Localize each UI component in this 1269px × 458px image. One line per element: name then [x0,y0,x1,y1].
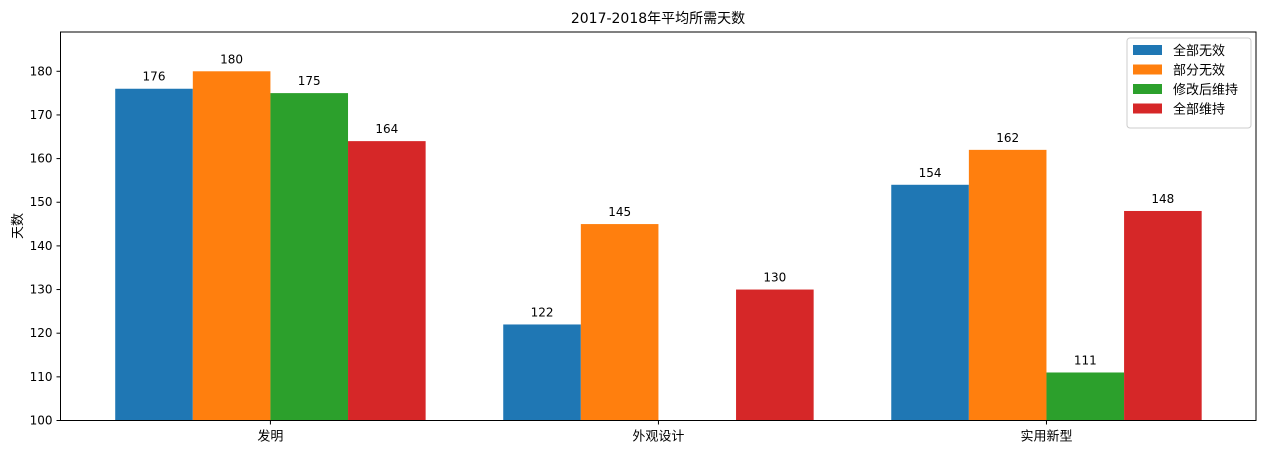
y-tick-label: 150 [30,195,53,209]
bar [270,93,349,421]
data-label: 111 [1074,353,1097,367]
data-label: 176 [143,70,166,84]
data-label: 145 [608,205,631,219]
bars-layer [115,71,1202,421]
x-tick-label: 实用新型 [1020,429,1072,445]
bar [192,71,271,421]
y-tick-label: 160 [30,152,53,166]
y-tick-label: 100 [30,414,53,428]
bar [115,88,193,421]
x-tick-label: 发明 [257,429,283,445]
y-tick-label: 140 [30,239,53,253]
y-tick-label: 130 [30,283,53,297]
axes-layer: 100 110 120 130 140 150 160 170 180 发明 外观设计 实用新型 [30,31,1257,445]
legend-swatch [1133,84,1162,94]
data-label: 148 [1151,192,1174,206]
data-label: 122 [531,305,554,319]
data-label: 164 [375,122,398,136]
bar [1124,210,1202,421]
data-label: 162 [996,131,1019,145]
y-tick-label: 180 [30,64,53,78]
bar [736,289,814,421]
data-label: 154 [919,166,942,180]
y-tick-label: 120 [30,326,53,340]
x-tick-label: 外观设计 [632,430,684,445]
data-labels-layer: 176 122 154 180 145 162 175 111 164 130 148 [143,52,1175,367]
legend-swatch [1133,64,1162,75]
legend-label: 全部维持 [1173,102,1225,118]
y-axis-label: 天数 [11,213,26,239]
bar [503,324,581,421]
bar [891,184,969,421]
legend-label: 部分无效 [1173,64,1225,79]
bar [968,149,1047,421]
y-tick-label: 110 [30,370,53,384]
chart-title: 2017-2018年平均所需天数 [571,11,745,27]
y-tick-label: 170 [30,108,53,122]
legend-swatch [1133,103,1162,114]
data-label: 130 [763,271,786,285]
legend-label: 全部无效 [1173,43,1225,59]
bar [580,224,659,421]
data-label: 180 [220,52,243,66]
legend-label: 修改后维持 [1173,83,1238,98]
legend-swatch [1133,45,1162,55]
bar [1046,372,1125,421]
bar [348,141,426,421]
data-label: 175 [298,74,321,88]
